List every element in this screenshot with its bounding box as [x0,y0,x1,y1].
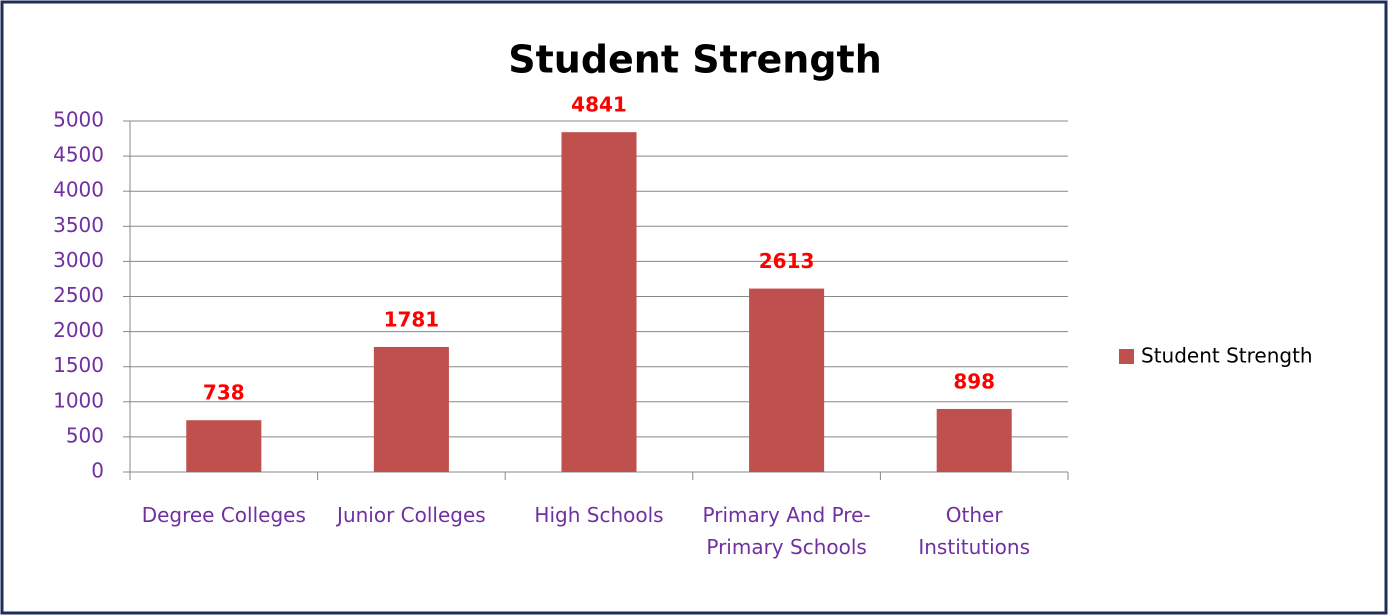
bar [561,132,637,472]
y-tick-label: 4000 [53,178,104,202]
bar [373,346,449,472]
y-tick-label: 2500 [53,283,104,307]
x-tick-label: Other Institutions [918,503,1030,559]
chart-title: Student Strength [508,38,882,82]
y-tick-label: 500 [66,423,104,447]
legend-label: Student Strength [1141,344,1313,368]
y-tick-label: 1000 [53,388,104,412]
y-tick-label: 3000 [53,248,104,272]
y-tick-label: 1500 [53,353,104,377]
bar [749,288,825,472]
data-label: 738 [203,381,245,405]
y-tick-label: 5000 [53,108,104,132]
x-tick-label: High Schools [534,503,664,527]
bar [936,408,1012,472]
x-tick-label: Degree Colleges [141,503,306,527]
y-tick-label: 2000 [53,318,104,342]
bar [186,420,262,472]
y-tick-label: 4500 [53,143,104,167]
x-tick-label: Junior Colleges [337,503,486,527]
x-tick-label: Primary And Pre-Primary Schools [702,503,871,559]
data-label: 1781 [384,307,440,331]
y-tick-label: 3500 [53,213,104,237]
y-tick-label: 0 [91,459,104,483]
data-label: 4841 [571,93,627,117]
legend-swatch [1119,349,1134,364]
data-label: 898 [953,369,995,393]
data-label: 2613 [759,249,815,273]
